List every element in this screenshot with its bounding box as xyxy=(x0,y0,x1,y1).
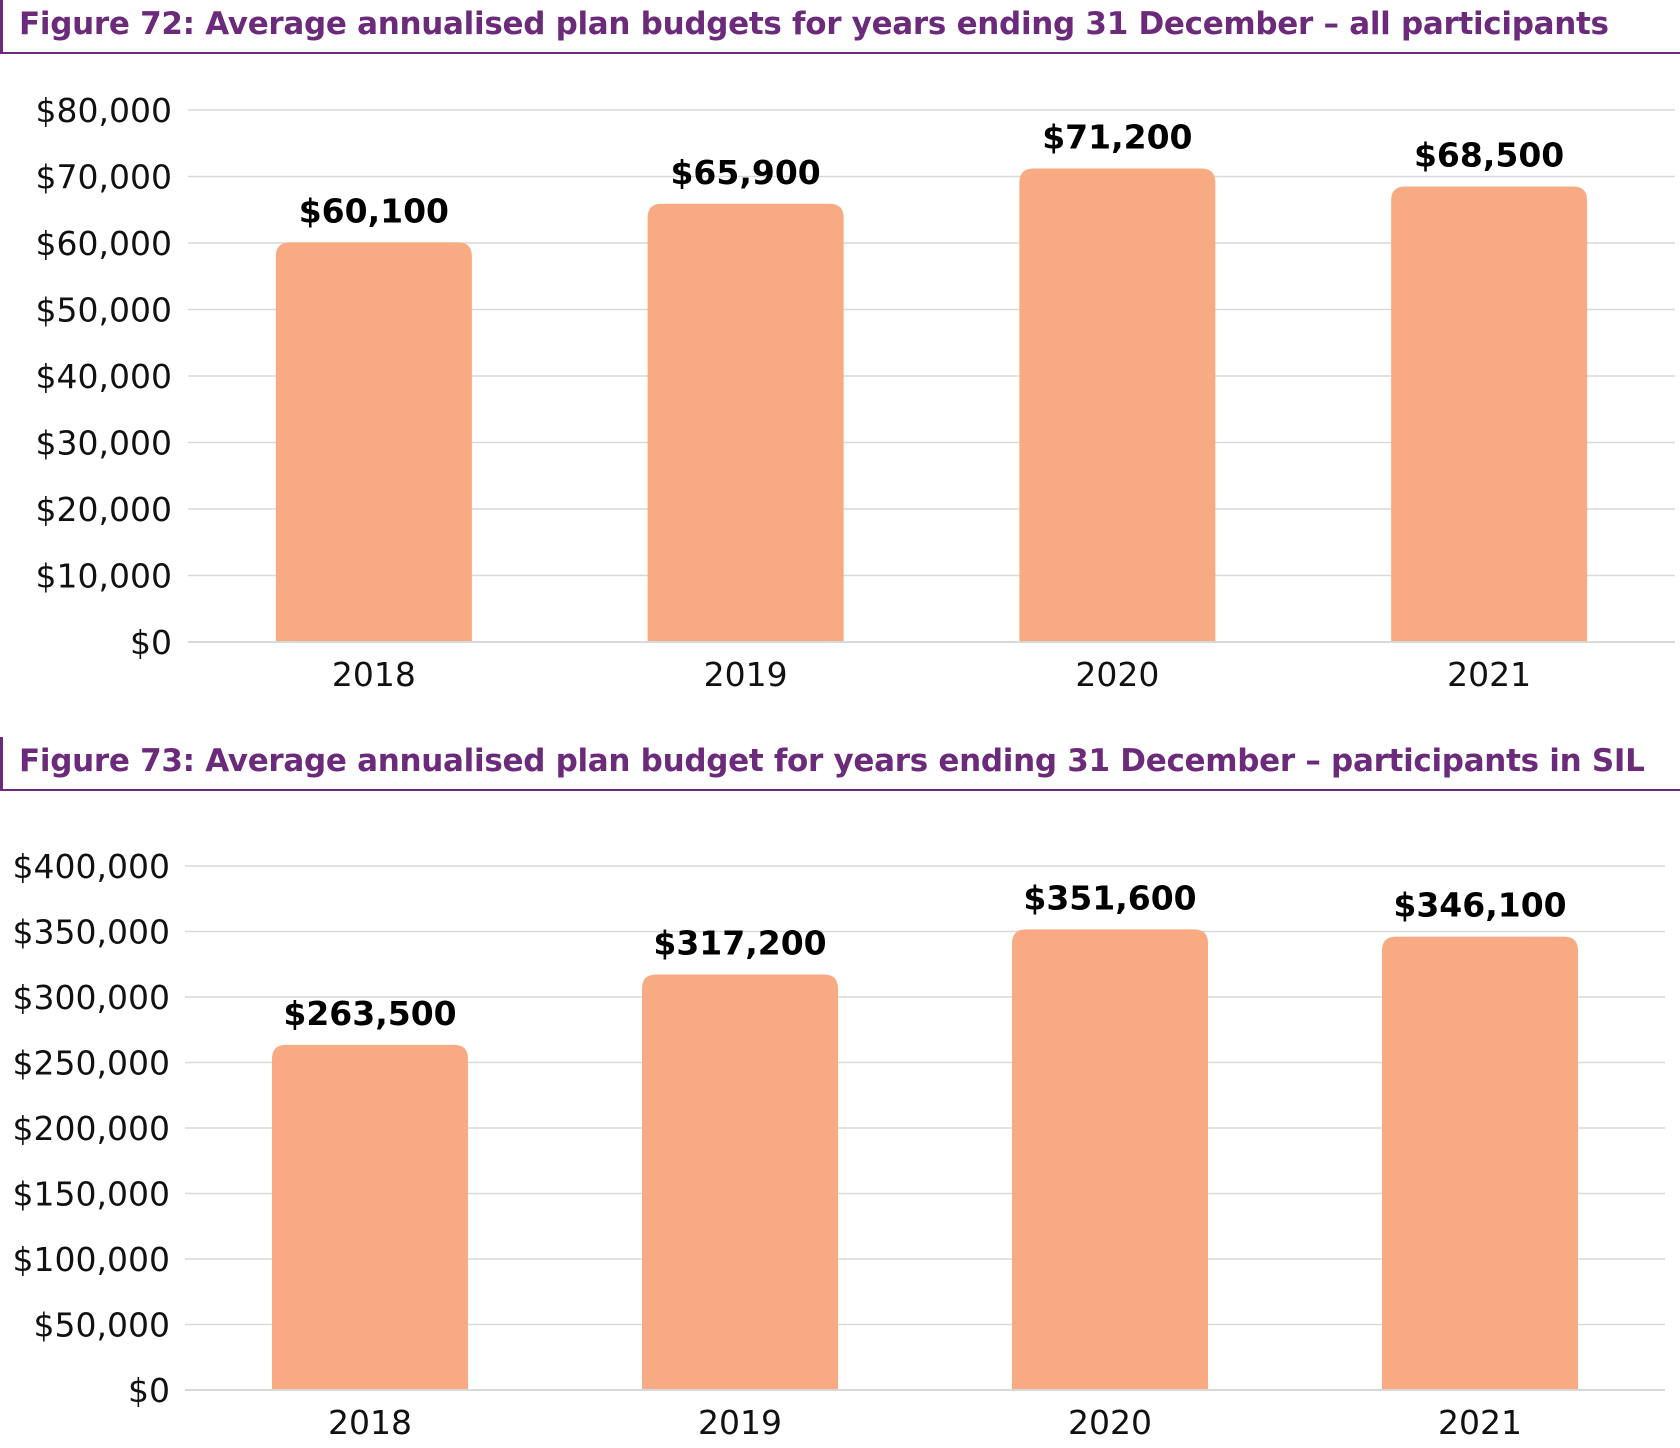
x-tick-label: 2019 xyxy=(698,1403,782,1442)
x-tick-label: 2021 xyxy=(1447,655,1531,694)
y-tick-label: $100,000 xyxy=(13,1240,170,1279)
y-tick-label: $10,000 xyxy=(36,557,172,596)
figure-72-title: Figure 72: Average annualised plan budge… xyxy=(19,6,1609,42)
figure-73-title: Figure 73: Average annualised plan budge… xyxy=(19,743,1645,779)
data-label-2018: $60,100 xyxy=(299,191,449,230)
y-tick-label: $0 xyxy=(128,1371,170,1410)
data-label-2018: $263,500 xyxy=(283,994,456,1033)
y-tick-label: $30,000 xyxy=(36,424,172,463)
data-label-2020: $71,200 xyxy=(1042,118,1192,157)
bar-2019 xyxy=(647,203,844,642)
y-tick-label: $80,000 xyxy=(36,91,172,130)
y-tick-label: $70,000 xyxy=(36,158,172,197)
y-tick-label: $50,000 xyxy=(34,1306,170,1345)
x-tick-label: 2018 xyxy=(332,655,416,694)
x-tick-label: 2020 xyxy=(1068,1403,1152,1442)
bar-2021 xyxy=(1391,186,1588,642)
data-label-2020: $351,600 xyxy=(1023,878,1196,917)
figure-73-header: Figure 73: Average annualised plan budge… xyxy=(0,737,1680,791)
y-tick-label: $40,000 xyxy=(36,357,172,396)
y-tick-label: $350,000 xyxy=(13,913,170,952)
data-label-2019: $317,200 xyxy=(653,923,826,962)
data-label-2021: $346,100 xyxy=(1393,886,1566,925)
y-tick-label: $300,000 xyxy=(13,978,170,1017)
figure-72-bar-chart: $0 $10,000 $20,000 $30,000 $40,000 $50,000 $60… xyxy=(36,91,1675,694)
y-tick-label: $60,000 xyxy=(36,224,172,263)
figure-73-bar-chart: $0 $50,000 $100,000 $150,000 $200,000 $250,00… xyxy=(13,847,1665,1442)
bar-2021 xyxy=(1382,936,1578,1390)
bar-2019 xyxy=(642,974,838,1390)
data-label-2019: $65,900 xyxy=(670,153,820,192)
bar-2018 xyxy=(275,242,472,642)
y-tick-label: $200,000 xyxy=(13,1109,170,1148)
bar-2020 xyxy=(1019,168,1216,642)
data-label-2021: $68,500 xyxy=(1414,135,1564,174)
y-tick-label: $50,000 xyxy=(36,291,172,330)
y-tick-label: $250,000 xyxy=(13,1044,170,1083)
x-tick-label: 2018 xyxy=(328,1403,412,1442)
y-tick-label: $0 xyxy=(130,623,172,662)
bar-2020 xyxy=(1012,929,1208,1390)
bar-2018 xyxy=(272,1044,468,1390)
figure-72-header: Figure 72: Average annualised plan budge… xyxy=(0,0,1680,54)
x-tick-label: 2021 xyxy=(1438,1403,1522,1442)
x-tick-label: 2020 xyxy=(1075,655,1159,694)
y-tick-label: $20,000 xyxy=(36,490,172,529)
y-tick-label: $400,000 xyxy=(13,847,170,886)
y-tick-label: $150,000 xyxy=(13,1175,170,1214)
x-tick-label: 2019 xyxy=(704,655,788,694)
